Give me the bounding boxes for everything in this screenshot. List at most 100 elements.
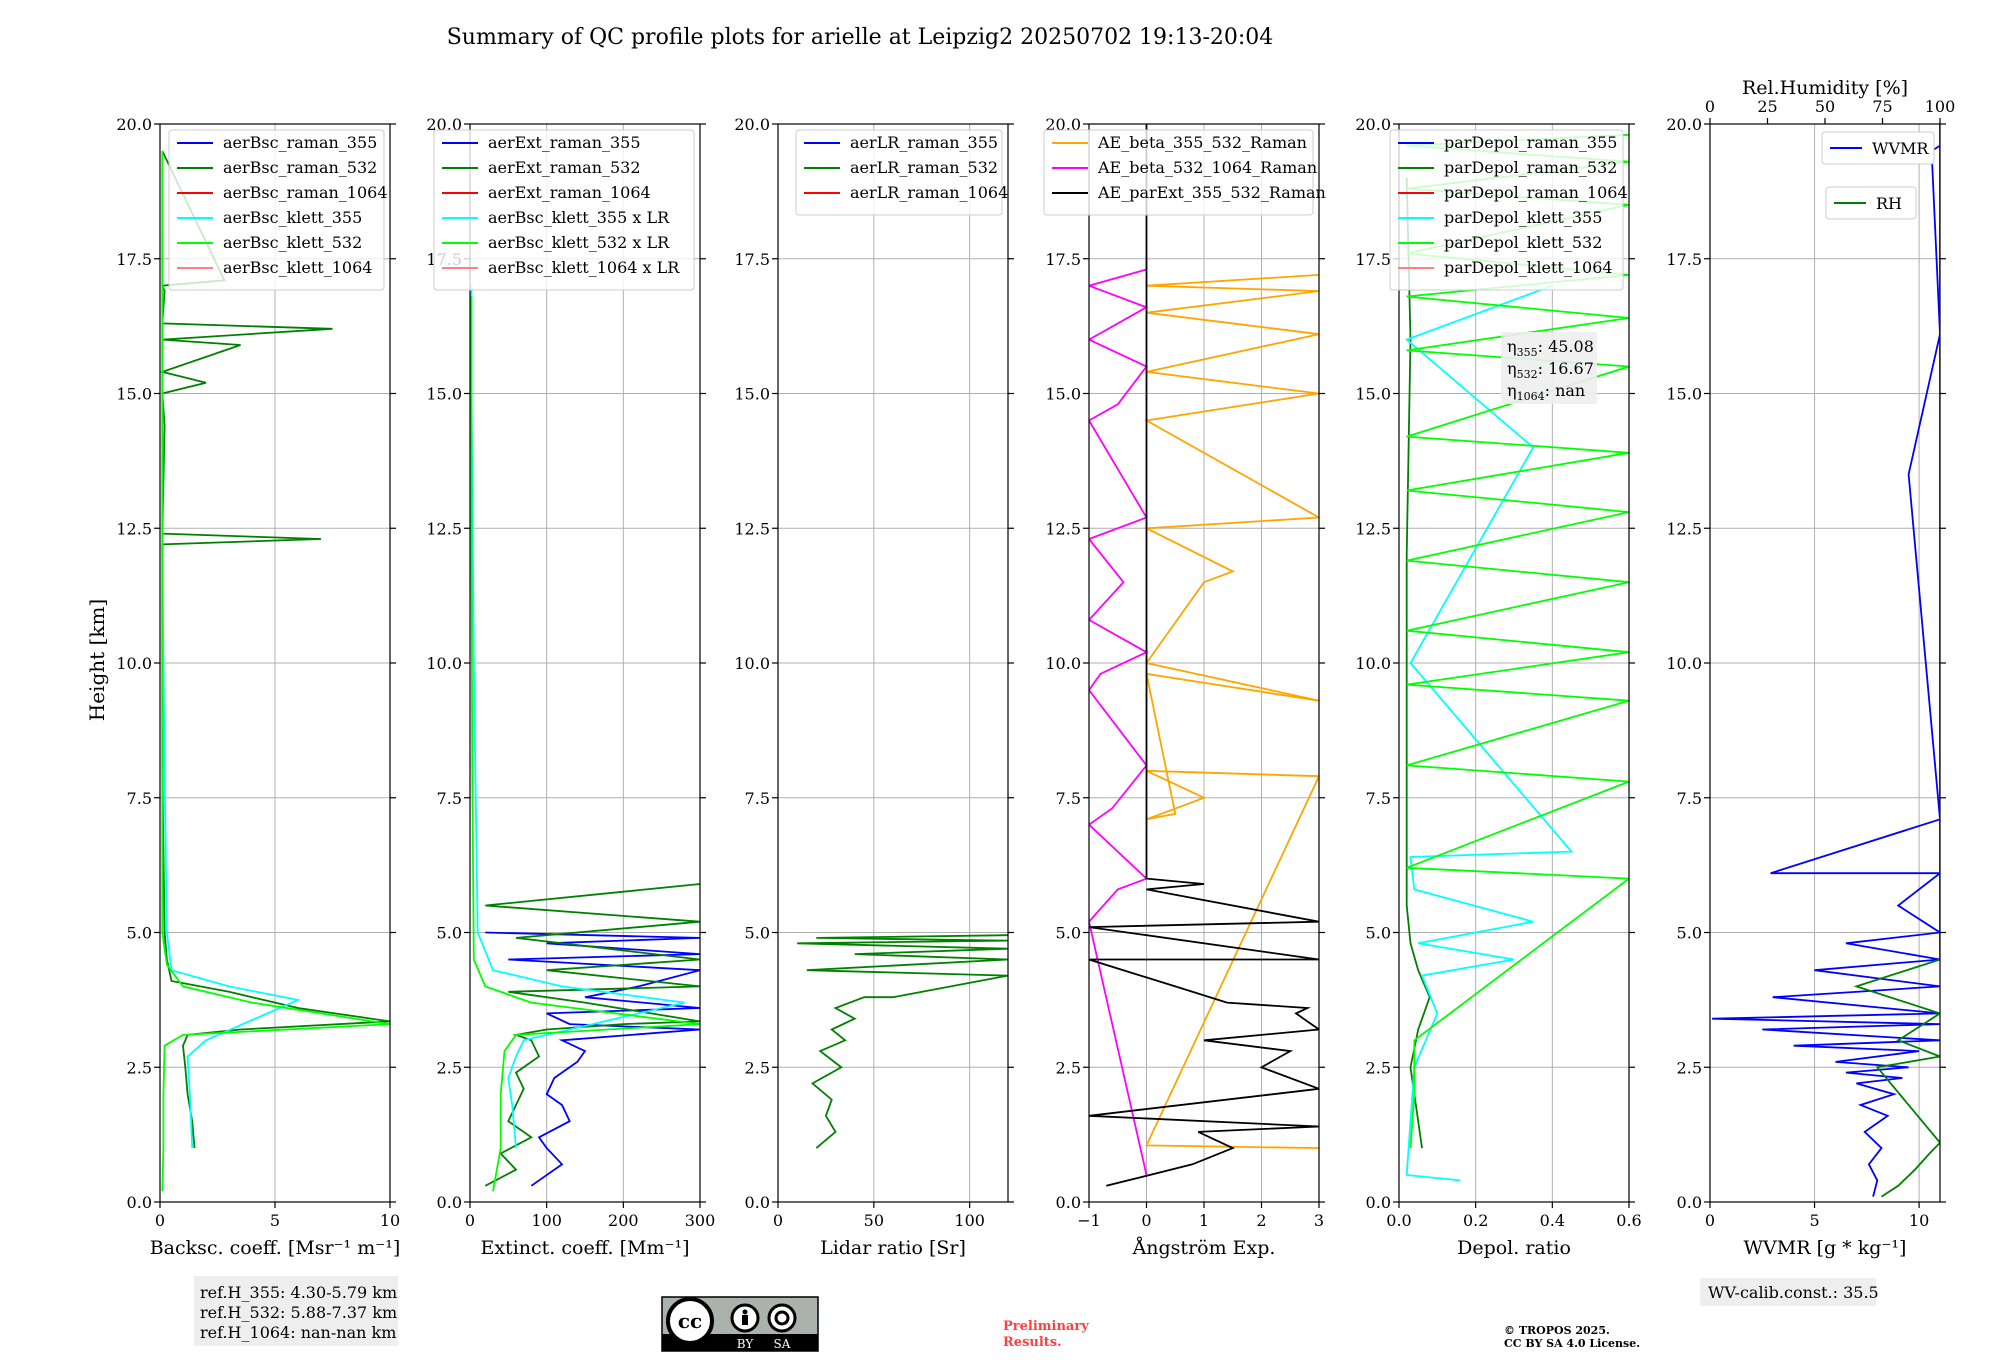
- y-tick-label: 20.0: [116, 115, 152, 134]
- top-x-tick-label: 0: [1705, 97, 1715, 116]
- y-tick-label: 10.0: [116, 654, 152, 673]
- cc-logo-text: cc: [678, 1309, 702, 1333]
- panels-group: 0.02.55.07.510.012.515.017.520.00 5 10Back…: [116, 77, 1955, 1259]
- y-tick-label: 0.0: [1677, 1193, 1702, 1212]
- annotation-line: η355: 45.08: [1507, 337, 1594, 359]
- legend-label: parDepol_raman_355: [1444, 133, 1617, 152]
- x-axis-label: Lidar ratio [Sr]: [820, 1237, 966, 1259]
- legend-label: aerLR_raman_1064: [850, 183, 1008, 202]
- legend: aerLR_raman_355 aerLR_raman_532 aerLR_rama…: [795, 129, 1008, 216]
- x-tick-label: −1: [1077, 1211, 1101, 1230]
- panel-2: 0.02.55.07.510.012.515.017.520.001002003…: [426, 115, 715, 1259]
- legend-box: [168, 129, 385, 291]
- sa-label: SA: [774, 1337, 791, 1351]
- legend-label: RH: [1876, 194, 1902, 213]
- annotation-line: η532: 16.67: [1507, 359, 1594, 381]
- series-aerExt_raman_355: [485, 931, 700, 1187]
- panel-5: 0.0 2.5 5.0 7.5 10.0 12.5 15.0 17.5 20.0 0.0 0.2 0.…: [1355, 115, 1641, 1259]
- top-axis-label: Rel.Humidity [%]: [1742, 77, 1908, 99]
- y-tick-label: 7.5: [437, 789, 462, 808]
- y-tick-label: 5.0: [127, 924, 152, 943]
- y-tick-label: 2.5: [127, 1058, 152, 1077]
- preliminary-line-1: Preliminary: [1003, 1319, 1089, 1334]
- legend-wvmr: WVMR: [1821, 131, 1935, 165]
- annotation-box: [1501, 332, 1597, 404]
- series-group: [1712, 124, 1940, 1198]
- series-RH: [1853, 124, 1940, 1198]
- y-tick-label: 15.0: [734, 385, 770, 404]
- y-tick-label: 2.5: [1056, 1058, 1081, 1077]
- x-tick-label: 200: [608, 1211, 639, 1230]
- y-tick-label: 20.0: [1666, 115, 1702, 134]
- series-aerBsc_klett_355: [161, 231, 301, 1149]
- legend-label: WVMR: [1872, 139, 1929, 158]
- legend-label: aerExt_raman_355: [488, 133, 641, 152]
- y-tick-label: 7.5: [1366, 789, 1391, 808]
- legend-label: aerBsc_klett_1064 x LR: [488, 258, 680, 277]
- series-aerBsc_klett_532: [161, 151, 390, 1192]
- x-tick-label: 10: [380, 1211, 400, 1230]
- x-tick-label: 0.4: [1540, 1211, 1565, 1230]
- legend-label: parDepol_klett_1064: [1444, 258, 1613, 277]
- legend-label: aerBsc_klett_1064: [223, 258, 372, 277]
- panel-3: 0.0 2.5 5.0 7.5 10.0 12.5 15.0 17.5 20.0 0 50 100 Li…: [734, 115, 1014, 1259]
- series-AE_beta_532_1064_Raman: [1089, 268, 1149, 1176]
- series-aerBsc_klett_532 x LR: [470, 296, 700, 1192]
- x-axis-label: WVMR [g * kg⁻¹]: [1744, 1237, 1907, 1259]
- series-AE_parExt_355_532_Raman: [1089, 124, 1319, 1187]
- panel-4: 0.0 2.5 5.0 7.5 10.0 12.5 15.0 17.5 20.0 −1 0 1 2 3 Ån…: [1043, 115, 1326, 1259]
- series-WVMR: [1712, 144, 1940, 1197]
- legend-label: aerExt_raman_1064: [488, 183, 651, 202]
- series-group: [797, 934, 1008, 1149]
- legend-label: aerBsc_klett_355: [223, 208, 362, 227]
- legend: aerBsc_raman_355 aerBsc_raman_532 aerBsc_r…: [168, 129, 388, 291]
- series-aerBsc_raman_532: [160, 150, 390, 1149]
- series-group: [1089, 124, 1319, 1187]
- sa-share-icon: [767, 1303, 797, 1333]
- y-tick-label: 0.0: [745, 1193, 770, 1212]
- x-tick-label: 0: [1141, 1211, 1151, 1230]
- x-axis-label: Depol. ratio: [1457, 1237, 1571, 1259]
- series-group: [1404, 133, 1629, 1182]
- x-tick-label: 100: [954, 1211, 985, 1230]
- y-tick-label: 17.5: [1045, 250, 1081, 269]
- legend: AE_beta_355_532_Raman AE_beta_532_1064_Ra…: [1043, 129, 1326, 216]
- annotation-line: η1064: nan: [1507, 381, 1585, 403]
- y-tick-label: 2.5: [437, 1058, 462, 1077]
- legend-box: [433, 129, 695, 291]
- legend-label: parDepol_klett_532: [1444, 233, 1602, 252]
- y-tick-label: 5.0: [437, 924, 462, 943]
- y-tick-label: 10.0: [734, 654, 770, 673]
- legend-label: AE_beta_355_532_Raman: [1097, 133, 1307, 152]
- wv-calib-box: WV-calib.const.: 35.5: [1700, 1278, 1879, 1306]
- y-tick-label: 15.0: [1666, 385, 1702, 404]
- y-tick-label: 10.0: [1355, 654, 1391, 673]
- y-tick-label: 2.5: [1677, 1058, 1702, 1077]
- y-tick-label: 17.5: [1666, 250, 1702, 269]
- y-tick-label: 0.0: [1056, 1193, 1081, 1212]
- refh-line-3: ref.H_1064: nan-nan km: [200, 1323, 396, 1342]
- y-tick-label: 12.5: [426, 519, 462, 538]
- panel-6: 0.02.55.07.510.012.515.017.520.00 5 10WVMR…: [1666, 77, 1955, 1259]
- legend-label: aerBsc_raman_355: [223, 133, 377, 152]
- x-tick-label: 100: [531, 1211, 562, 1230]
- legend-label: aerBsc_klett_532: [223, 233, 362, 252]
- x-tick-label: 3: [1314, 1211, 1324, 1230]
- x-tick-label: 2: [1256, 1211, 1266, 1230]
- legend-box: [1389, 129, 1624, 291]
- y-tick-label: 2.5: [745, 1058, 770, 1077]
- y-tick-label: 0.0: [1366, 1193, 1391, 1212]
- copyright-line-1: © TROPOS 2025.: [1504, 1324, 1610, 1337]
- x-tick-label: 0: [155, 1211, 165, 1230]
- y-tick-label: 20.0: [1355, 115, 1391, 134]
- x-tick-label: 5: [1809, 1211, 1819, 1230]
- preliminary-line-2: Results.: [1003, 1335, 1062, 1350]
- series-aerBsc_klett_355 x LR: [470, 285, 685, 1149]
- legend-label: parDepol_klett_355: [1444, 208, 1602, 227]
- legend-label: AE_parExt_355_532_Raman: [1097, 183, 1326, 202]
- x-tick-label: 50: [864, 1211, 884, 1230]
- x-tick-label: 0: [1705, 1211, 1715, 1230]
- y-tick-label: 7.5: [1677, 789, 1702, 808]
- legend-label: aerBsc_raman_532: [223, 158, 377, 177]
